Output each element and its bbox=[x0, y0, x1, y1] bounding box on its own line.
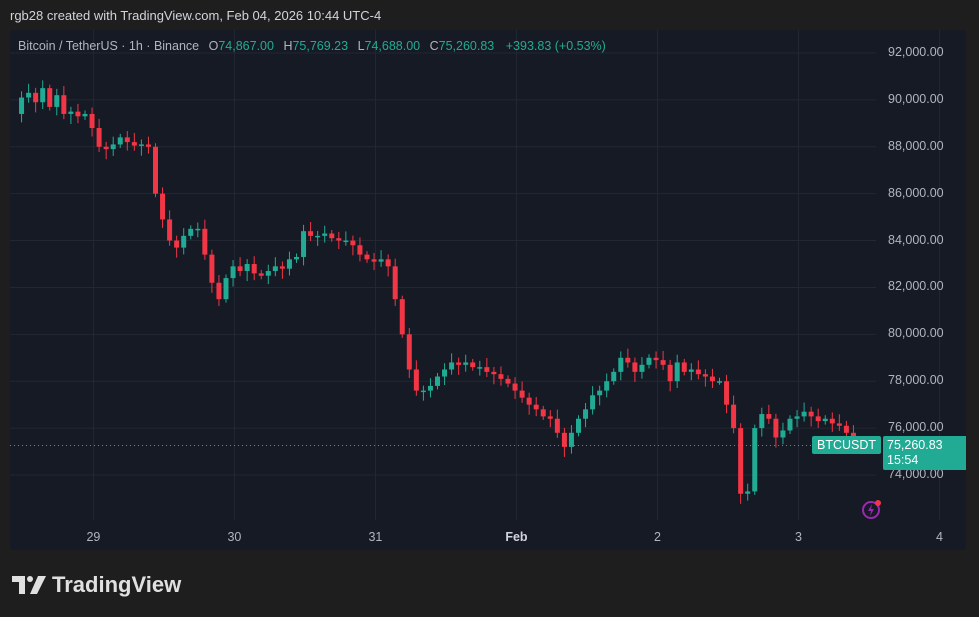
price-tick-label: 74,000.00 bbox=[888, 467, 944, 481]
symbol-tag: BTCUSDT bbox=[812, 436, 882, 454]
time-tick-label: 31 bbox=[368, 530, 383, 544]
change-value: +393.83 (+0.53%) bbox=[505, 39, 606, 53]
candlestick-plot[interactable] bbox=[10, 30, 966, 550]
low-value: 74,688.00 bbox=[364, 39, 421, 53]
price-tick-label: 88,000.00 bbox=[888, 138, 944, 153]
open-value: 74,867.00 bbox=[218, 39, 274, 53]
time-tick-label: 30 bbox=[227, 530, 242, 544]
tv-logo-icon bbox=[12, 576, 46, 594]
time-tick-label: 3 bbox=[794, 530, 802, 544]
price-tick-label: 78,000.00 bbox=[888, 373, 944, 388]
time-tick-label: Feb bbox=[505, 530, 528, 544]
price-tick-label: 90,000.00 bbox=[888, 91, 944, 106]
symbol-title[interactable]: Bitcoin / TetherUS · 1h · Binance bbox=[18, 39, 200, 53]
lightning-icon[interactable] bbox=[861, 498, 883, 520]
price-tick-label: 76,000.00 bbox=[888, 420, 944, 435]
ohlc-legend: Bitcoin / TetherUS · 1h · Binance O74,86… bbox=[18, 39, 606, 53]
high-value: 75,769.23 bbox=[292, 39, 349, 53]
price-tick-label: 82,000.00 bbox=[888, 279, 944, 294]
time-tick-label: 29 bbox=[86, 530, 101, 544]
bar-countdown: 15:54 bbox=[887, 453, 919, 467]
price-tick-label: 92,000.00 bbox=[888, 45, 944, 59]
time-tick-label: 2 bbox=[653, 530, 661, 544]
price-tick-label: 84,000.00 bbox=[888, 232, 944, 247]
credit-text: rgb28 created with TradingView.com, Feb … bbox=[10, 8, 382, 23]
price-tick-label: 80,000.00 bbox=[888, 326, 944, 341]
brand-name: TradingView bbox=[52, 572, 182, 597]
close-value: 75,260.83 bbox=[438, 39, 495, 53]
price-tick-label: 86,000.00 bbox=[888, 185, 944, 200]
chart-panel[interactable]: Bitcoin / TetherUS · 1h · Binance O74,86… bbox=[10, 30, 966, 550]
time-tick-label: 4 bbox=[935, 530, 943, 544]
tradingview-logo: TradingView bbox=[12, 572, 181, 598]
last-price-tag: 75,260.83 15:54 bbox=[883, 436, 966, 470]
last-price: 75,260.83 bbox=[887, 438, 943, 452]
